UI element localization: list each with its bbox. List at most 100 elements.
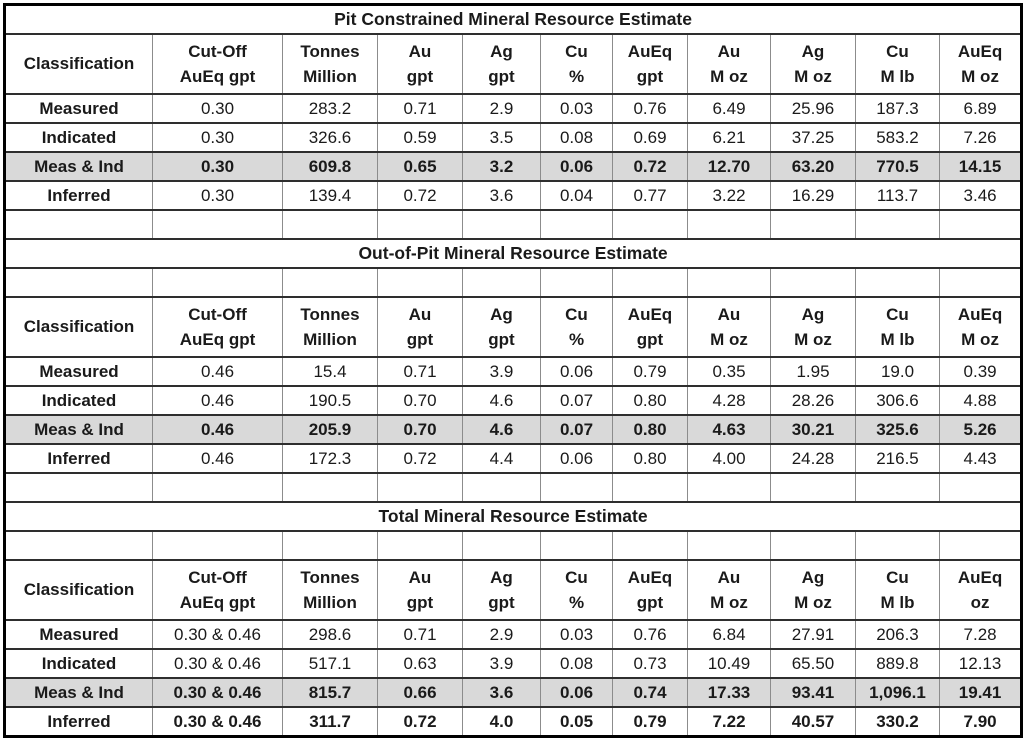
column-header-classification: Classification xyxy=(4,559,153,621)
column-header-line2: gpt xyxy=(488,330,515,349)
value-cell: 325.6 xyxy=(855,414,940,445)
value-cell: 0.03 xyxy=(540,93,613,124)
value-cell: 28.26 xyxy=(770,385,856,416)
column-header-line1: AuEq xyxy=(957,305,1003,324)
value-cell: 0.30 & 0.46 xyxy=(152,677,283,708)
column-header-line1: Cu xyxy=(886,42,909,61)
column-header-line1: Au xyxy=(408,305,432,324)
spacer-cell xyxy=(855,267,940,298)
value-cell: 0.80 xyxy=(612,385,688,416)
column-header-classification: Classification xyxy=(4,33,153,95)
mineral-resource-table: Pit Constrained Mineral Resource Estimat… xyxy=(3,3,1024,738)
spacer-cell xyxy=(938,472,1023,503)
column-header-line1: Ag xyxy=(490,42,513,61)
spacer-cell xyxy=(4,209,153,240)
classification-label: Meas & Ind xyxy=(4,414,153,445)
value-cell: 14.15 xyxy=(938,151,1023,182)
value-cell: 63.20 xyxy=(770,151,856,182)
column-header: Ag gpt xyxy=(462,296,541,358)
column-header: Ag gpt xyxy=(462,559,541,621)
spacer-row xyxy=(4,267,1023,298)
value-cell: 0.30 xyxy=(152,151,283,182)
column-header-line2: gpt xyxy=(488,593,515,612)
classification-label: Inferred xyxy=(4,443,153,474)
column-header: Cu% xyxy=(540,559,613,621)
classification-label: Measured xyxy=(4,356,153,387)
column-header: Cu% xyxy=(540,33,613,95)
value-cell: 3.6 xyxy=(462,180,541,211)
section-title-row: Out-of-Pit Mineral Resource Estimate xyxy=(4,238,1022,269)
spacer-cell xyxy=(770,530,856,561)
value-cell: 0.80 xyxy=(612,443,688,474)
table-row: Meas & Ind 0.30 609.8 0.65 3.2 0.06 0.72 12.70 6… xyxy=(4,151,1023,182)
value-cell: 3.22 xyxy=(687,180,771,211)
value-cell: 0.80 xyxy=(612,414,688,445)
value-cell: 7.90 xyxy=(938,706,1023,738)
spacer-cell xyxy=(938,209,1023,240)
column-header: AuEq M oz xyxy=(938,33,1023,95)
value-cell: 206.3 xyxy=(855,619,940,650)
column-header-line2: % xyxy=(568,593,585,612)
value-cell: 3.9 xyxy=(462,356,541,387)
spacer-cell xyxy=(540,267,613,298)
column-header-line1: Cut-Off xyxy=(188,42,247,61)
value-cell: 172.3 xyxy=(282,443,378,474)
column-header: Au gpt xyxy=(377,559,463,621)
spacer-row xyxy=(4,530,1023,561)
value-cell: 326.6 xyxy=(282,122,378,153)
spacer-cell xyxy=(855,530,940,561)
spacer-cell xyxy=(938,267,1023,298)
value-cell: 0.71 xyxy=(377,619,463,650)
column-header-line2: oz xyxy=(970,593,990,612)
value-cell: 0.30 & 0.46 xyxy=(152,706,283,738)
value-cell: 205.9 xyxy=(282,414,378,445)
column-header-line1: Tonnes xyxy=(300,568,360,587)
value-cell: 27.91 xyxy=(770,619,856,650)
value-cell: 609.8 xyxy=(282,151,378,182)
value-cell: 0.65 xyxy=(377,151,463,182)
column-header-line2: M lb xyxy=(880,593,915,612)
value-cell: 6.89 xyxy=(938,93,1023,124)
value-cell: 0.06 xyxy=(540,677,613,708)
value-cell: 4.00 xyxy=(687,443,771,474)
spacer-cell xyxy=(938,530,1023,561)
column-header-line2: M oz xyxy=(961,330,999,349)
value-cell: 0.06 xyxy=(540,356,613,387)
value-cell: 12.70 xyxy=(687,151,771,182)
column-header-line2: M lb xyxy=(880,67,915,86)
value-cell: 0.77 xyxy=(612,180,688,211)
classification-label: Indicated xyxy=(4,122,153,153)
column-header-line1: Cu xyxy=(565,568,588,587)
spacer-cell xyxy=(282,267,378,298)
column-header-line2: M oz xyxy=(794,330,832,349)
value-cell: 3.2 xyxy=(462,151,541,182)
value-cell: 10.49 xyxy=(687,648,771,679)
value-cell: 0.76 xyxy=(612,93,688,124)
column-header-line1: Tonnes xyxy=(300,42,360,61)
value-cell: 6.49 xyxy=(687,93,771,124)
spacer-cell xyxy=(377,209,463,240)
column-header-line1: Au xyxy=(717,42,741,61)
column-header-line1: Ag xyxy=(490,305,513,324)
classification-label: Measured xyxy=(4,619,153,650)
column-header: Cu M lb xyxy=(855,559,940,621)
section-title: Total Mineral Resource Estimate xyxy=(4,501,1022,532)
value-cell: 0.63 xyxy=(377,648,463,679)
column-header-line2: AuEq gpt xyxy=(179,593,256,612)
column-header: Ag M oz xyxy=(770,33,856,95)
value-cell: 0.79 xyxy=(612,706,688,738)
column-header-line1: Ag xyxy=(801,568,825,587)
spacer-cell xyxy=(282,472,378,503)
value-cell: 306.6 xyxy=(855,385,940,416)
spacer-cell xyxy=(377,267,463,298)
value-cell: 4.6 xyxy=(462,414,541,445)
value-cell: 0.71 xyxy=(377,356,463,387)
value-cell: 517.1 xyxy=(282,648,378,679)
spacer-cell xyxy=(687,267,771,298)
value-cell: 1,096.1 xyxy=(855,677,940,708)
spacer-cell xyxy=(540,530,613,561)
spacer-cell xyxy=(855,209,940,240)
value-cell: 298.6 xyxy=(282,619,378,650)
column-header-row: Classification Cut-Off AuEq gpt Tonnes Milli… xyxy=(4,296,1023,358)
